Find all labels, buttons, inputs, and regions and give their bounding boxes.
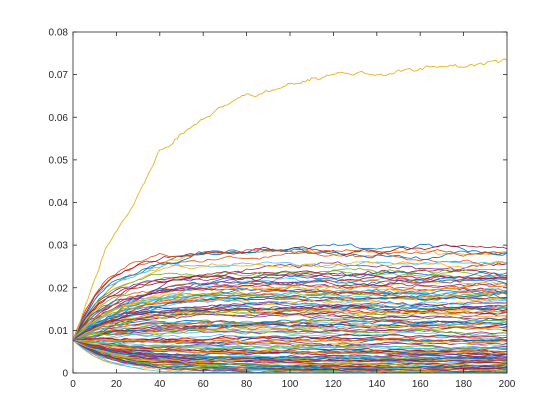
x-tick-label: 200 bbox=[499, 379, 516, 390]
y-tick-label: 0.02 bbox=[49, 283, 69, 294]
series-line bbox=[72, 304, 508, 341]
y-axis: 0 0.01 0.02 0.03 0.04 0.05 0.06 0.07 0.08 bbox=[49, 28, 507, 380]
series-line bbox=[72, 339, 508, 350]
y-tick-label: 0.07 bbox=[49, 70, 69, 81]
series-line bbox=[72, 333, 508, 342]
series-line bbox=[72, 251, 508, 341]
x-tick-label: 180 bbox=[455, 379, 472, 390]
series-line bbox=[72, 328, 508, 341]
series-line bbox=[72, 295, 508, 341]
series-line bbox=[72, 339, 508, 351]
series-line bbox=[72, 288, 507, 341]
series-line bbox=[72, 339, 508, 356]
series-line bbox=[72, 339, 508, 346]
series-line bbox=[72, 339, 508, 350]
x-tick-label: 80 bbox=[241, 379, 253, 390]
highlight-series-line bbox=[72, 58, 508, 341]
series-line bbox=[72, 337, 508, 344]
x-tick-label: 140 bbox=[368, 379, 385, 390]
series-line bbox=[72, 307, 508, 341]
x-tick-label: 160 bbox=[412, 379, 429, 390]
x-tick-label: 60 bbox=[198, 379, 210, 390]
x-tick-label: 120 bbox=[325, 379, 342, 390]
series-line bbox=[72, 301, 508, 341]
series-line bbox=[72, 296, 508, 341]
series-line bbox=[72, 330, 508, 341]
x-tick-label: 20 bbox=[111, 379, 123, 390]
series-line bbox=[72, 317, 508, 341]
series-line bbox=[72, 244, 508, 341]
series-line bbox=[72, 273, 508, 341]
x-tick-label: 100 bbox=[282, 379, 299, 390]
series-line bbox=[72, 274, 508, 341]
y-tick-label: 0.05 bbox=[49, 155, 69, 166]
series-line bbox=[72, 339, 508, 366]
y-tick-label: 0.04 bbox=[49, 198, 69, 209]
series-line bbox=[72, 267, 508, 341]
series-line bbox=[72, 289, 508, 341]
series-line bbox=[72, 339, 508, 369]
x-axis: 0 20 40 60 80 100 120 140 160 180 200 bbox=[70, 32, 516, 390]
y-tick-label: 0 bbox=[62, 369, 68, 380]
series-line bbox=[72, 260, 508, 341]
series-line bbox=[72, 325, 508, 341]
series-line bbox=[72, 339, 508, 360]
series-line bbox=[72, 283, 508, 341]
y-tick-label: 0.03 bbox=[49, 241, 69, 252]
series-line bbox=[72, 272, 508, 341]
series-line bbox=[72, 339, 508, 355]
x-tick-label: 0 bbox=[70, 379, 76, 390]
series-line bbox=[72, 247, 508, 341]
series-line bbox=[72, 329, 508, 341]
series-line bbox=[72, 320, 508, 341]
y-tick-label: 0.01 bbox=[49, 326, 69, 337]
y-tick-label: 0.06 bbox=[49, 113, 69, 124]
highlight-layer bbox=[72, 58, 508, 341]
x-tick-label: 40 bbox=[154, 379, 166, 390]
series-line bbox=[72, 249, 508, 341]
series-line bbox=[72, 306, 508, 341]
series-line bbox=[72, 339, 508, 363]
series-line bbox=[72, 282, 508, 341]
series-line bbox=[72, 316, 508, 341]
series-line bbox=[72, 278, 507, 341]
series-line bbox=[72, 299, 508, 341]
y-tick-label: 0.08 bbox=[49, 28, 69, 39]
